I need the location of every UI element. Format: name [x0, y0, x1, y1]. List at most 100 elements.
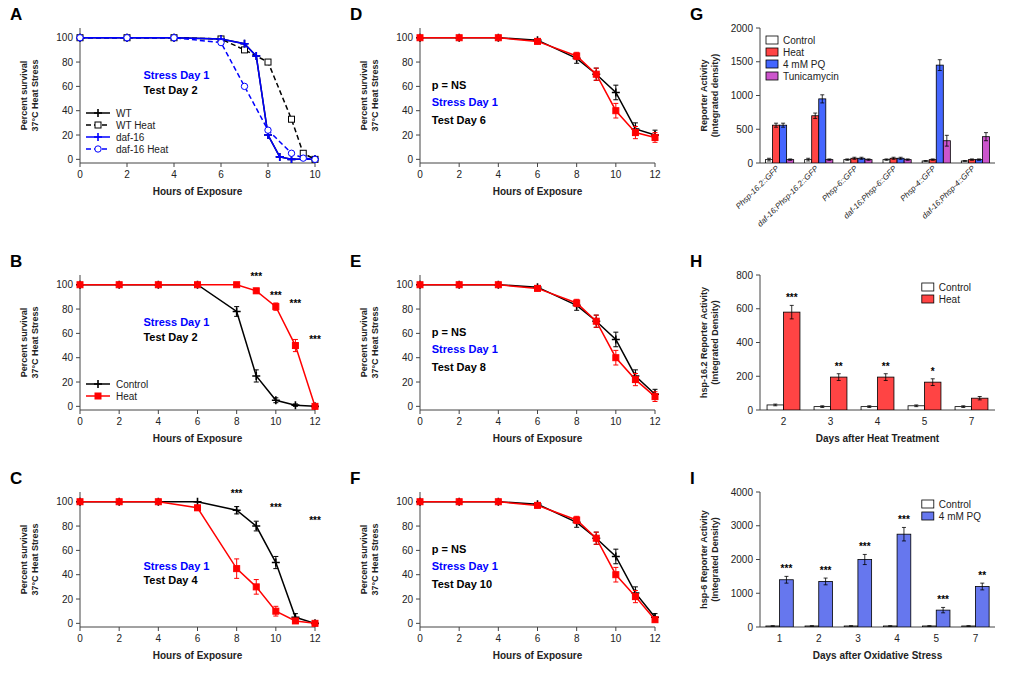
x-tick [420, 163, 421, 167]
annotation: Stress Day 1 [143, 560, 209, 572]
y-axis-label-line: hsp-16.2 Reporter Activity [699, 287, 709, 398]
bar [975, 160, 982, 163]
x-tick-label: 6 [535, 416, 541, 427]
x-axis-line [760, 163, 995, 164]
marker [276, 153, 284, 161]
x-tick [655, 163, 656, 167]
axes: 0204060801000246810 [56, 28, 321, 180]
legend-swatch [766, 36, 778, 44]
y-axis-label: Percent survival37°C Heat Stress [19, 523, 40, 595]
series-line [80, 502, 315, 624]
significance: ** [978, 570, 986, 581]
bar [968, 160, 975, 163]
bar [962, 626, 976, 627]
bar [861, 407, 877, 410]
error-bar [963, 160, 967, 162]
x-tick [275, 410, 276, 414]
plot-area [76, 34, 319, 163]
error-bar [574, 299, 579, 306]
marker [593, 535, 599, 541]
x-tick [315, 163, 316, 167]
y-axis-label: Percent survival37°C Heat Stress [359, 306, 380, 378]
marker [76, 34, 84, 42]
bar [831, 377, 847, 410]
marker [312, 620, 318, 626]
bar [883, 626, 897, 627]
marker [311, 402, 319, 410]
marker [292, 618, 298, 624]
plot-area [765, 60, 989, 163]
marker [416, 498, 424, 506]
legend-label: Tunicamycin [783, 71, 839, 82]
y-axis-label-line: 37°C Heat Stress [30, 59, 40, 131]
x-tick-label: 8 [234, 633, 240, 644]
significance: *** [781, 563, 793, 574]
y-tick-label: 80 [402, 304, 414, 315]
y-tick-label: 600 [736, 303, 753, 314]
y-tick-label: 40 [62, 352, 74, 363]
annotation: Test Day 2 [143, 331, 197, 343]
x-tick-label: 8 [265, 169, 271, 180]
x-tick-label: 8 [234, 416, 240, 427]
legend-swatch [766, 60, 778, 68]
y-tick-label: 40 [402, 569, 414, 580]
error-bar [774, 123, 778, 127]
x-tick [268, 163, 269, 167]
marker [612, 88, 620, 96]
series-line [420, 502, 655, 620]
y-axis-label-line: Percent survival [359, 308, 369, 378]
y-axis-label-line: 37°C Heat Stress [370, 59, 380, 131]
panel: 020406080100024681012Hours of ExposurePe… [350, 252, 661, 444]
series-line [80, 38, 315, 160]
panel: 01000200030004000123457Days after Oxidat… [690, 469, 995, 661]
x-tick [236, 627, 237, 631]
marker [253, 288, 259, 294]
plot-area [76, 281, 319, 410]
y-axis-label-group: Percent survival37°C Heat Stress [359, 306, 380, 378]
y-axis-label: Percent survival37°C Heat Stress [359, 59, 380, 131]
y-axis-label-line: Percent survival [19, 308, 29, 378]
marker [77, 282, 83, 288]
x-tick-label: 6 [535, 633, 541, 644]
panel: 020406080100024681012Hours of ExposurePe… [10, 252, 321, 444]
x-tick [315, 627, 316, 631]
y-tick [76, 333, 80, 334]
x-tick-label: 2 [816, 633, 822, 644]
marker [272, 396, 280, 404]
annotation: Stress Day 1 [432, 96, 498, 108]
error-bar [613, 567, 618, 582]
legend: WTWT Heatdaf-16daf-16 Heat [86, 108, 168, 155]
marker [612, 552, 620, 560]
x-tick-label: 4 [875, 416, 881, 427]
bar [865, 160, 872, 163]
bar [773, 125, 780, 163]
error-bar [195, 505, 200, 510]
bar [878, 377, 894, 410]
marker [534, 283, 542, 291]
x-tick [655, 410, 656, 414]
y-tick-label: 0 [747, 158, 753, 169]
panel-label: H [690, 252, 702, 271]
annotation: Test Day 8 [432, 361, 486, 373]
series-line [420, 285, 655, 394]
error-bar [970, 159, 974, 160]
marker [77, 499, 83, 505]
error-bar [914, 405, 918, 407]
error-bar [820, 95, 824, 103]
marker [592, 70, 600, 78]
x-tick [498, 410, 499, 414]
error-bar [767, 158, 771, 161]
x-tick-label: 7 [973, 633, 979, 644]
bar [844, 626, 858, 627]
x-axis-line [80, 163, 315, 164]
y-tick-label: 2000 [731, 554, 754, 565]
x-tick-label: 2 [781, 416, 787, 427]
x-tick-label: 12 [309, 416, 321, 427]
marker [312, 156, 318, 162]
x-axis-line [760, 627, 995, 628]
y-tick-label: 100 [396, 279, 413, 290]
x-tick [275, 627, 276, 631]
marker [613, 355, 619, 361]
axes: 0500100015002000Phsp-16.2::GFPdaf-16;Phs… [731, 23, 995, 229]
y-tick-label: 4000 [731, 487, 754, 498]
